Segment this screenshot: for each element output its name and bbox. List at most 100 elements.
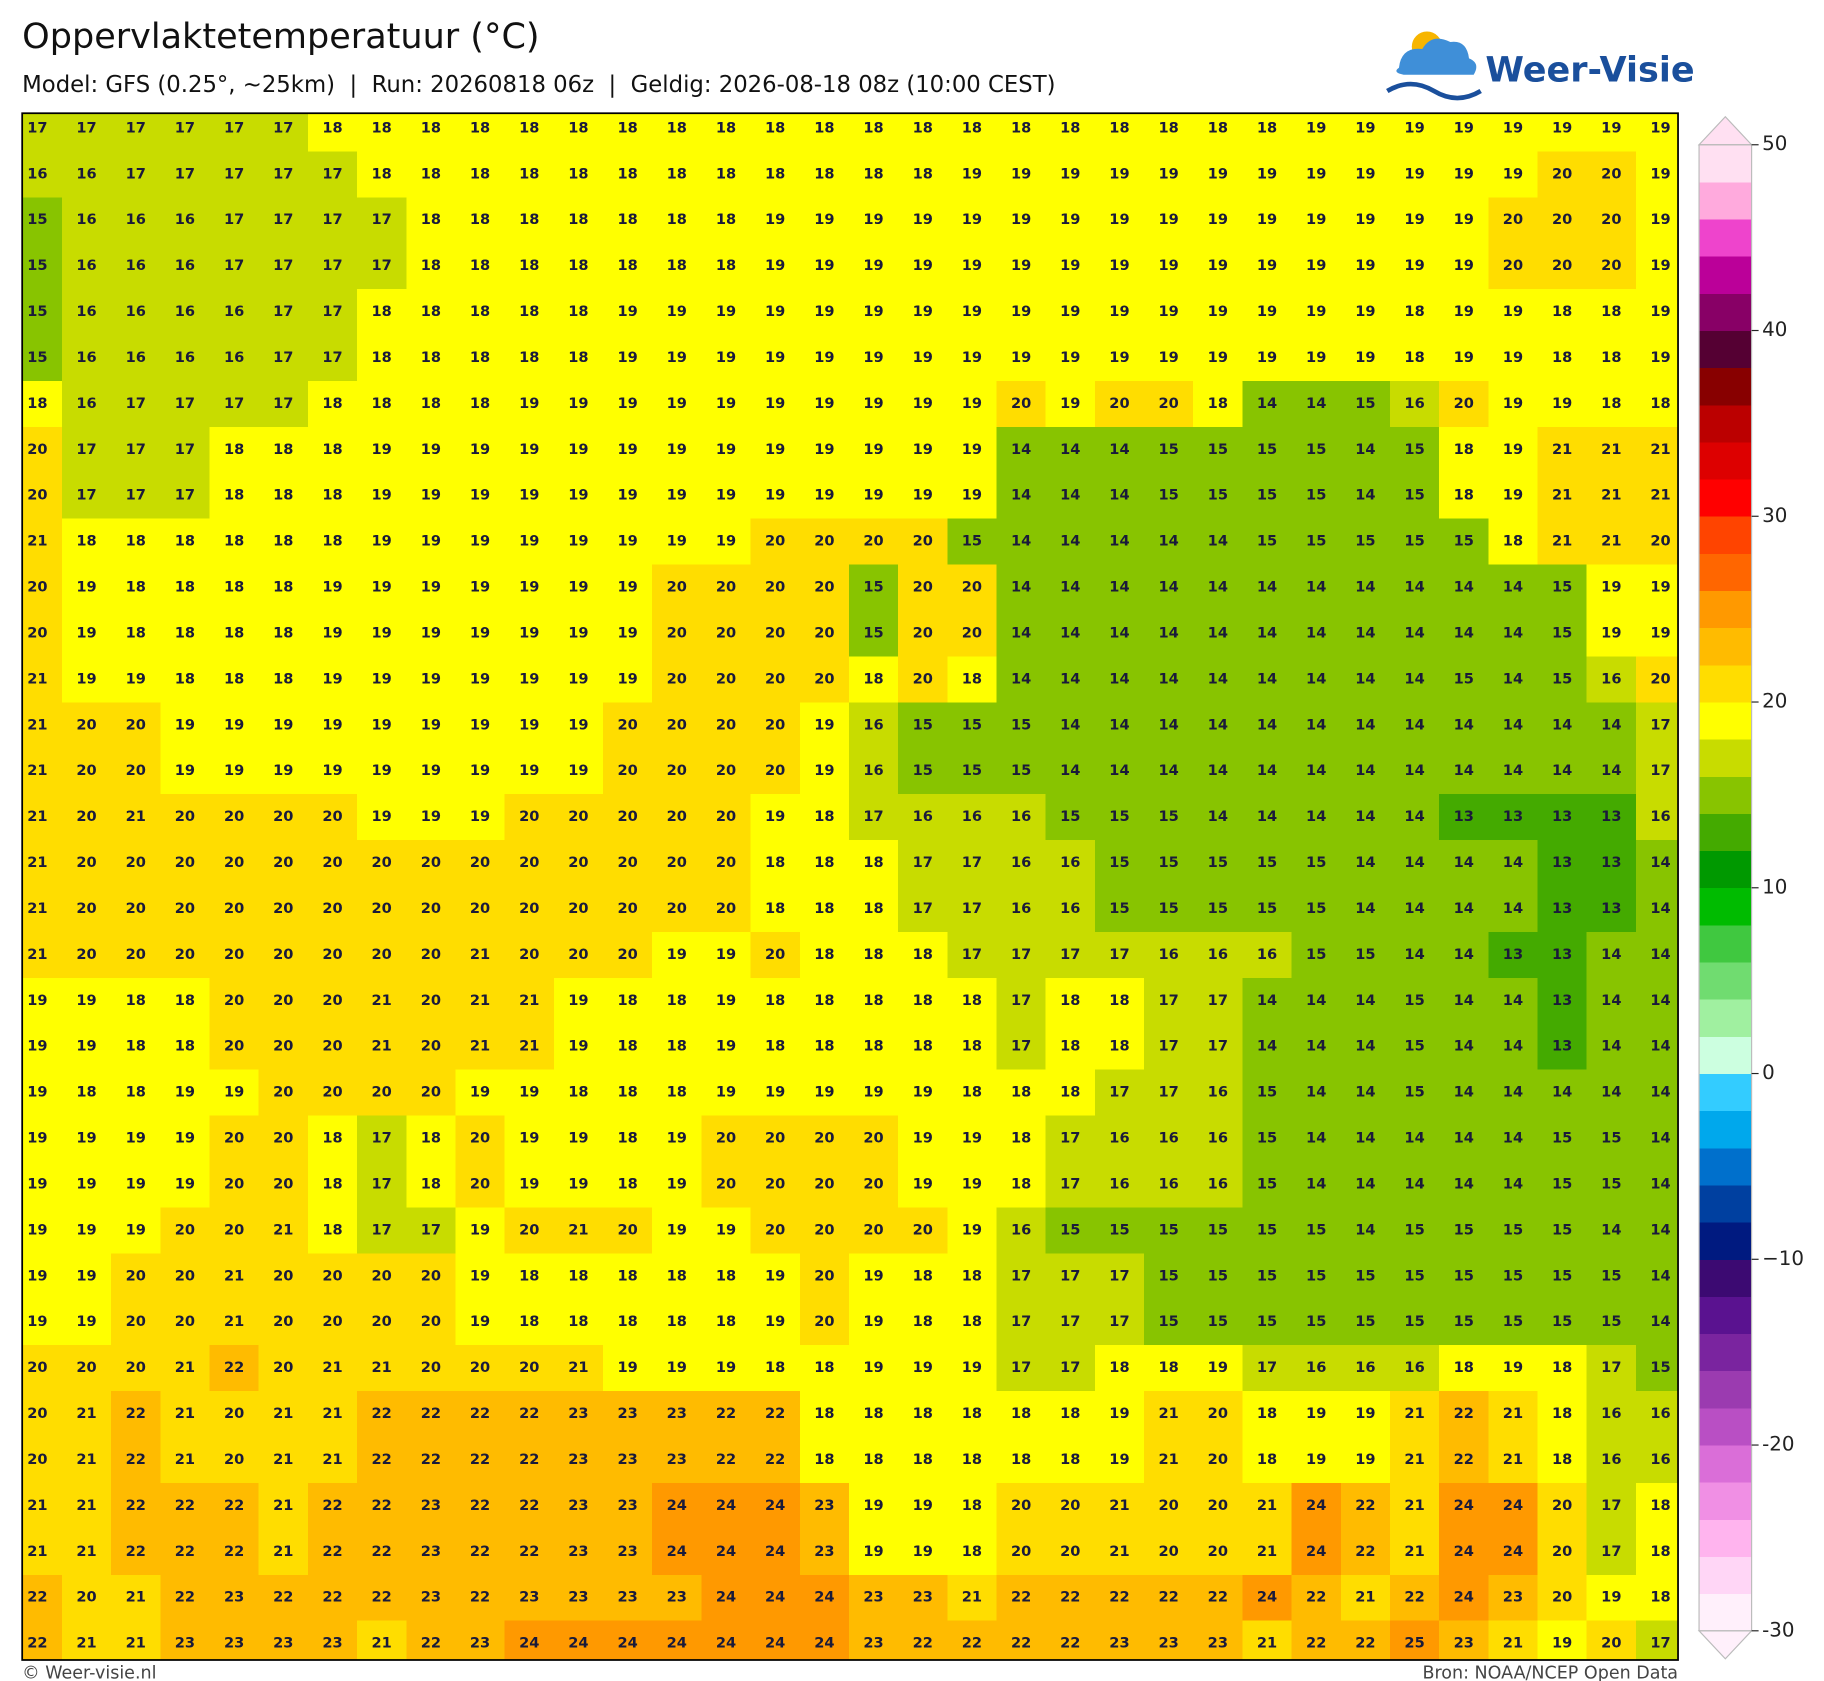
temperature-label: 19: [175, 1084, 195, 1101]
temperature-label: 19: [224, 762, 244, 779]
temperature-cell: [898, 289, 949, 336]
temperature-cell: [947, 886, 998, 933]
temperature-label: 23: [568, 1543, 588, 1560]
temperature-label: 14: [1552, 1084, 1572, 1101]
temperature-label: 17: [1060, 1313, 1080, 1330]
temperature-label: 20: [1552, 1497, 1572, 1514]
temperature-cell: [1488, 840, 1539, 887]
temperature-label: 19: [1404, 211, 1424, 228]
temperature-cell: [996, 151, 1047, 198]
temperature-cell: [1537, 151, 1588, 198]
temperature-cell: [1144, 472, 1194, 520]
temperature-cell: [22, 1023, 63, 1071]
temperature-label: 20: [667, 670, 687, 687]
temperature-cell: [357, 1069, 407, 1117]
temperature-label: 19: [863, 441, 883, 458]
temperature-cell: [1045, 1023, 1096, 1071]
temperature-label: 20: [913, 670, 933, 687]
temperature-cell: [701, 113, 752, 153]
temperature-label: 19: [519, 762, 539, 779]
temperature-cell: [996, 840, 1047, 887]
temperature-label: 14: [1404, 808, 1424, 825]
temperature-label: 20: [224, 946, 244, 963]
temperature-label: 19: [1552, 395, 1572, 412]
temperature-cell: [799, 1023, 850, 1071]
temperature-cell: [1340, 610, 1391, 658]
temperature-cell: [1389, 977, 1440, 1025]
temperature-label: 16: [76, 211, 96, 228]
temperature-label: 19: [1601, 624, 1621, 641]
temperature-label: 15: [1257, 1130, 1277, 1147]
temperature-label: 19: [76, 992, 96, 1009]
temperature-label: 23: [617, 1543, 637, 1560]
temperature-cell: [1242, 289, 1293, 336]
temperature-label: 16: [1109, 1175, 1129, 1192]
temperature-label: 15: [1552, 579, 1572, 596]
temperature-cell: [61, 197, 112, 244]
temperature-label: 14: [1601, 992, 1621, 1009]
temperature-label: 21: [27, 762, 47, 779]
temperature-cell: [1439, 840, 1490, 887]
temperature-label: 19: [372, 487, 392, 504]
temperature-label: 15: [1601, 1313, 1621, 1330]
temperature-cell: [160, 1023, 211, 1071]
temperature-label: 20: [224, 854, 244, 871]
temperature-label: 14: [1404, 900, 1424, 917]
temperature-cell: [1144, 335, 1194, 382]
temperature-label: 17: [126, 441, 146, 458]
temperature-cell: [603, 197, 653, 244]
temperature-label: 14: [1650, 1267, 1670, 1284]
temperature-label: 20: [470, 900, 490, 917]
temperature-cell: [357, 610, 407, 658]
temperature-label: 15: [1257, 441, 1277, 458]
temperature-label: 14: [1011, 441, 1031, 458]
temperature-label: 18: [1404, 349, 1424, 366]
temperature-label: 19: [568, 992, 588, 1009]
temperature-label: 13: [1454, 808, 1474, 825]
temperature-cell: [1439, 886, 1490, 933]
temperature-cell: [750, 748, 801, 795]
temperature-label: 20: [126, 762, 146, 779]
temperature-label: 14: [1404, 1130, 1424, 1147]
temperature-cell: [61, 426, 112, 474]
temperature-cell: [603, 794, 653, 841]
temperature-label: 18: [814, 808, 834, 825]
temperature-label: 21: [76, 1451, 96, 1468]
temperature-label: 18: [519, 303, 539, 320]
temperature-cell: [1537, 886, 1588, 933]
temperature-label: 18: [175, 624, 195, 641]
temperature-label: 20: [224, 900, 244, 917]
temperature-label: 21: [1650, 441, 1670, 458]
temperature-cell: [701, 518, 752, 566]
temperature-label: 18: [863, 946, 883, 963]
temperature-label: 21: [519, 992, 539, 1009]
temperature-cell: [1094, 748, 1145, 795]
temperature-label: 19: [716, 946, 736, 963]
temperature-label: 21: [1552, 441, 1572, 458]
temperature-cell: [455, 977, 506, 1025]
temperature-cell: [947, 380, 998, 428]
temperature-cell: [1439, 564, 1490, 612]
temperature-cell: [357, 564, 407, 612]
temperature-cell: [603, 977, 653, 1025]
temperature-label: 16: [224, 349, 244, 366]
temperature-label: 18: [568, 119, 588, 136]
temperature-label: 14: [1060, 533, 1080, 550]
temperature-cell: [307, 335, 358, 382]
temperature-cell: [652, 197, 703, 244]
temperature-label: 18: [716, 119, 736, 136]
temperature-label: 20: [667, 624, 687, 641]
temperature-cell: [111, 702, 162, 749]
temperature-cell: [1193, 886, 1244, 933]
temperature-label: 18: [1503, 533, 1523, 550]
temperature-cell: [848, 197, 899, 244]
temperature-cell: [1045, 1069, 1096, 1117]
temperature-label: 15: [1306, 900, 1326, 917]
temperature-label: 20: [765, 762, 785, 779]
temperature-label: 14: [1454, 1084, 1474, 1101]
colorbar-band: [1699, 999, 1752, 1037]
temperature-label: 18: [716, 165, 736, 182]
temperature-label: 19: [814, 1084, 834, 1101]
temperature-cell: [898, 610, 949, 658]
temperature-cell: [258, 610, 309, 658]
